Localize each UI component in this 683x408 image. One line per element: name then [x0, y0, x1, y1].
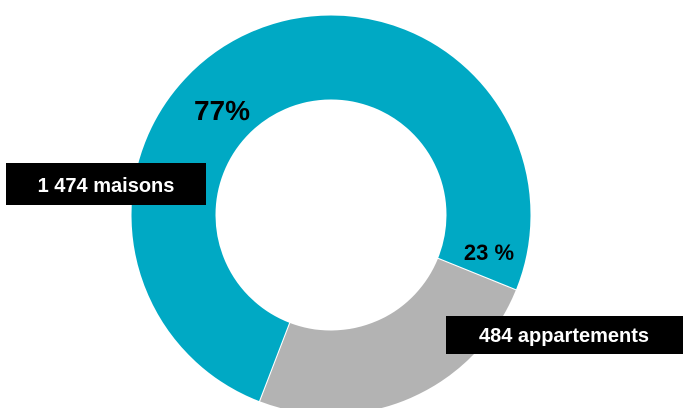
category-label-text-appartements: 484 appartements — [479, 325, 649, 347]
donut-slices — [130, 14, 532, 408]
slice-percent-label-maisons: 77% — [194, 95, 250, 126]
category-label-text-maisons: 1 474 maisons — [38, 175, 175, 197]
category-label-maisons: 1 474 maisons — [6, 163, 206, 205]
slice-percent-label-appartements: 23 % — [464, 240, 514, 265]
category-label-appartements: 484 appartements — [446, 316, 683, 354]
category-label-background — [446, 316, 683, 354]
category-label-background — [6, 163, 206, 205]
donut-slice-appartements — [258, 257, 518, 408]
